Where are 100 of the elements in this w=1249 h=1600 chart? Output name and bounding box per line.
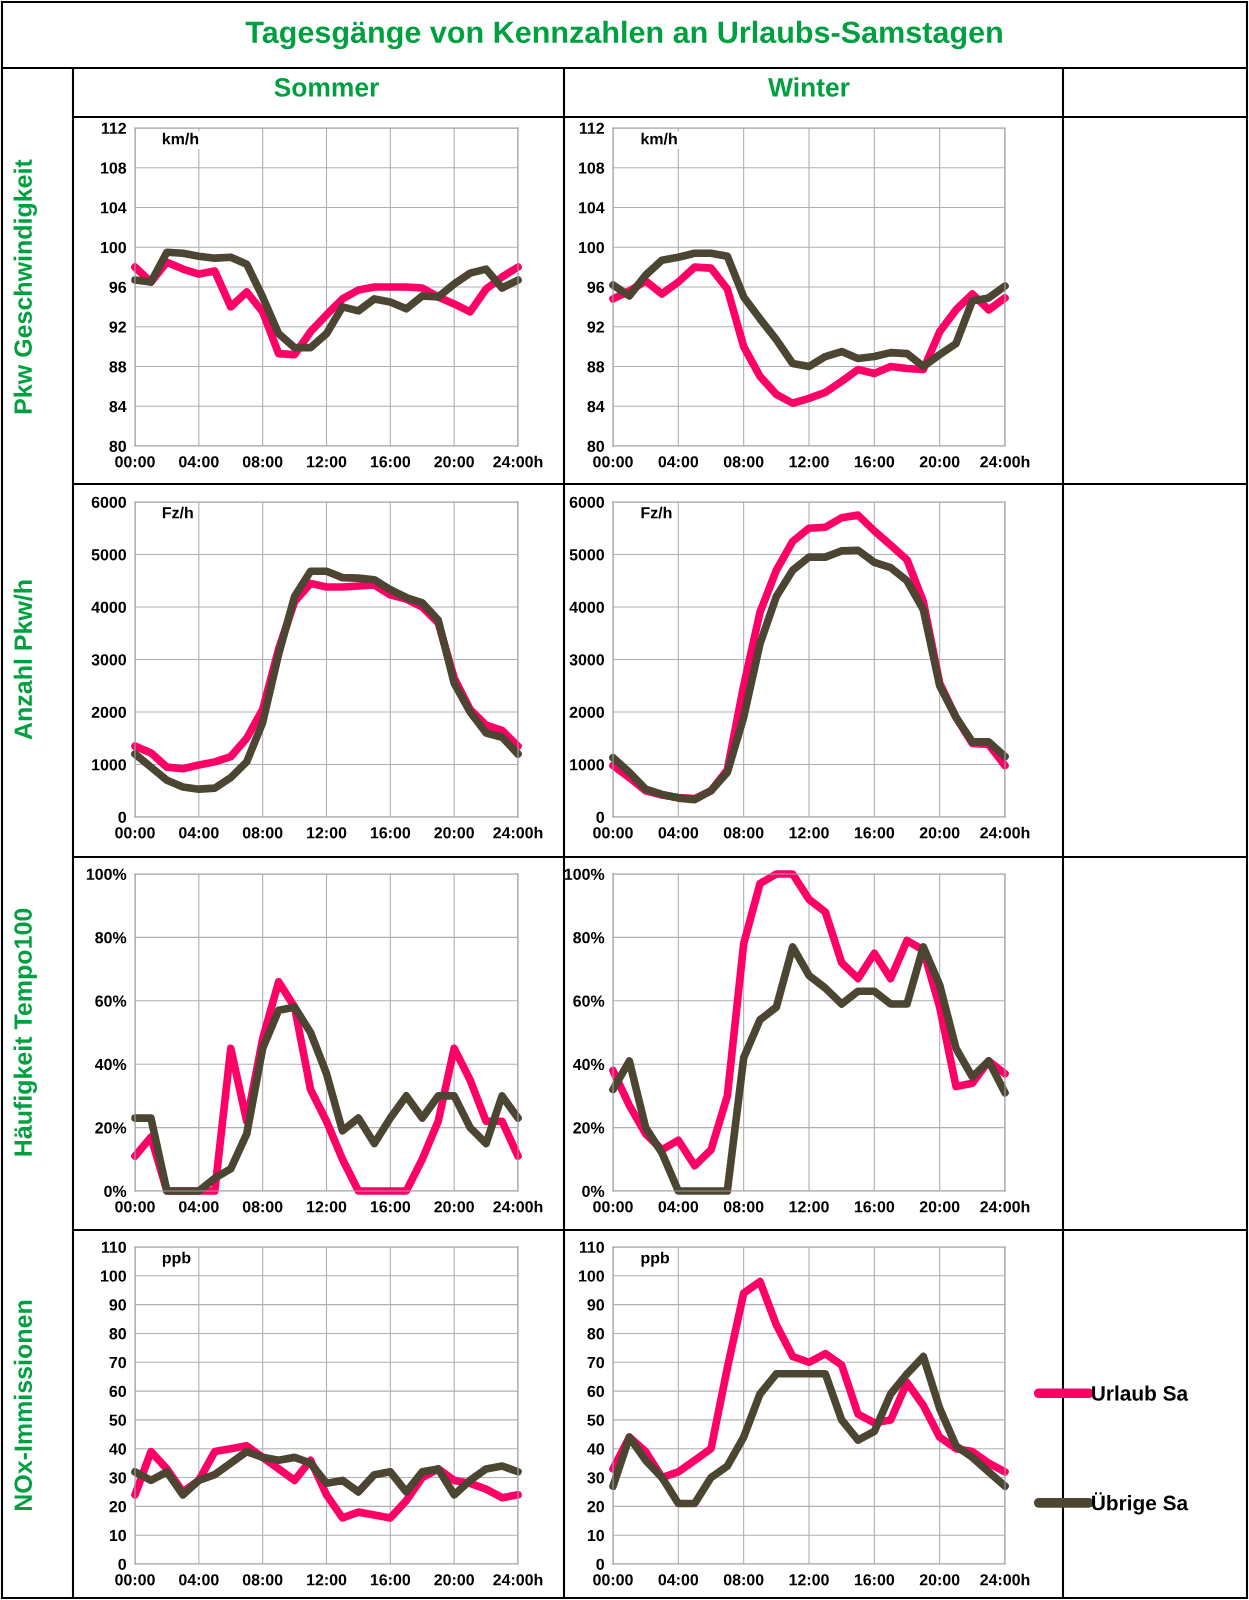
- y-tick-label: 100: [101, 241, 127, 254]
- x-tick-label: 12:00: [307, 456, 347, 468]
- y-tick-label: 108: [101, 162, 127, 174]
- y-tick-label: 84: [109, 400, 127, 413]
- x-tick-label: 04:00: [179, 1574, 219, 1586]
- x-tick-label: 20:00: [434, 1201, 474, 1213]
- y-tick-label: 1000: [570, 759, 605, 771]
- x-tick-label: 12:00: [789, 1574, 829, 1586]
- x-tick-label: 00:00: [115, 456, 155, 468]
- x-tick-label: 20:00: [434, 456, 474, 468]
- x-tick-label: 24:00h: [980, 1573, 1030, 1586]
- y-tick-label: 80%: [573, 932, 605, 944]
- x-tick-label: 04:00: [658, 1201, 699, 1213]
- annotation: km/h: [162, 132, 199, 145]
- y-tick-label: 0%: [582, 1185, 605, 1197]
- y-tick-label: 110: [579, 1241, 605, 1253]
- x-tick-label: 04:00: [179, 456, 219, 468]
- y-tick-label: 4000: [569, 601, 605, 613]
- y-tick-label: 104: [101, 202, 127, 214]
- y-tick-label: 92: [109, 321, 127, 333]
- chart-title: Winter: [768, 77, 850, 97]
- y-tick-label: 100: [101, 1270, 127, 1282]
- y-tick-label: 5000: [91, 549, 127, 561]
- y-tick-label: 0: [596, 811, 605, 823]
- x-tick-label: 16:00: [370, 456, 411, 468]
- y-tick-label: 20: [109, 1501, 127, 1513]
- x-tick-label: 04:00: [658, 456, 699, 468]
- x-tick-label: 24:00h: [493, 826, 543, 839]
- y-tick-label: 40: [587, 1443, 605, 1455]
- legend-label: Urlaub Sa: [1092, 1385, 1189, 1401]
- y-tick-label: 96: [587, 281, 605, 293]
- y-tick-label: 20%: [573, 1122, 605, 1134]
- y-tick-label: 20: [587, 1501, 605, 1513]
- x-tick-label: 08:00: [242, 1574, 283, 1586]
- x-tick-label: 04:00: [658, 827, 699, 839]
- x-tick-label: 16:00: [854, 827, 895, 839]
- y-tick-label: 90: [109, 1299, 127, 1311]
- y-tick-label: 30: [587, 1472, 605, 1484]
- y-tick-label: 80%: [95, 932, 127, 944]
- x-tick-label: 24:00h: [493, 1200, 543, 1213]
- y-tick-label: 2000: [91, 706, 127, 718]
- text: Tagesgänge von Kennzahlen an Urlaubs-Samstagen: [245, 20, 1002, 50]
- x-tick-label: 20:00: [434, 827, 474, 839]
- y-tick-label: 92: [587, 321, 605, 333]
- x-tick-label: 24:00h: [493, 1573, 543, 1586]
- y-tick-label: 30: [109, 1472, 127, 1484]
- y-tick-label: 108: [579, 162, 605, 174]
- y-axis-title: Häufigkeit Tempo100: [13, 908, 37, 1156]
- x-tick-label: 20:00: [919, 456, 960, 468]
- x-tick-label: 00:00: [115, 1201, 155, 1213]
- y-tick-label: 90: [587, 1299, 605, 1311]
- y-tick-label: 40%: [572, 1058, 605, 1071]
- x-tick-label: 16:00: [370, 1574, 411, 1586]
- y-tick-label: 60%: [95, 995, 127, 1007]
- annotation: Fz/h: [162, 506, 193, 519]
- y-tick-label: 3000: [569, 654, 605, 666]
- y-tick-label: 6000: [91, 496, 127, 508]
- x-tick-label: 24:00h: [980, 826, 1030, 839]
- y-tick-label: 0: [118, 1558, 127, 1570]
- y-tick-label: 104: [579, 202, 605, 214]
- x-tick-label: 08:00: [242, 456, 283, 468]
- y-tick-label: 112: [579, 122, 605, 134]
- x-tick-label: 20:00: [919, 1574, 960, 1586]
- x-tick-label: 12:00: [789, 1201, 829, 1213]
- y-axis-title: Pkw Geschwindigkeit: [13, 159, 37, 414]
- x-tick-label: 00:00: [593, 1574, 633, 1586]
- x-tick-label: 16:00: [854, 1201, 895, 1213]
- x-tick-label: 04:00: [658, 1574, 699, 1586]
- y-axis-title: NOx-Immissionen: [13, 1300, 33, 1511]
- y-tick-label: 84: [587, 400, 605, 413]
- x-tick-label: 08:00: [242, 1201, 283, 1213]
- y-tick-label: 110: [101, 1241, 127, 1253]
- annotation: km/h: [641, 132, 677, 145]
- x-tick-label: 24:00h: [493, 455, 543, 468]
- y-tick-label: 100%: [86, 868, 127, 880]
- y-tick-label: 3000: [91, 654, 127, 666]
- x-tick-label: 12:00: [789, 827, 829, 839]
- y-tick-label: 100%: [564, 868, 605, 880]
- y-tick-label: 112: [101, 122, 127, 134]
- annotation: Fz/h: [641, 506, 672, 519]
- x-tick-label: 12:00: [789, 456, 829, 468]
- y-tick-label: 10: [587, 1529, 605, 1542]
- annotation: ppb: [162, 1251, 191, 1267]
- y-tick-label: 100: [579, 241, 605, 254]
- y-tick-label: 40%: [94, 1058, 127, 1071]
- y-tick-label: 2000: [569, 706, 605, 718]
- x-tick-label: 20:00: [434, 1574, 474, 1586]
- x-tick-label: 08:00: [242, 827, 283, 839]
- x-tick-label: 24:00h: [980, 1200, 1030, 1213]
- y-tick-label: 80: [109, 1328, 127, 1340]
- x-tick-label: 00:00: [593, 827, 633, 839]
- y-tick-label: 50: [587, 1414, 605, 1426]
- y-tick-label: 0: [596, 1558, 605, 1570]
- x-tick-label: 04:00: [179, 1201, 219, 1213]
- y-tick-label: 70: [109, 1356, 127, 1369]
- x-tick-label: 12:00: [307, 827, 347, 839]
- x-tick-label: 12:00: [307, 1574, 347, 1586]
- annotation: ppb: [641, 1251, 670, 1267]
- y-tick-label: 10: [109, 1529, 127, 1542]
- x-tick-label: 00:00: [593, 1201, 633, 1213]
